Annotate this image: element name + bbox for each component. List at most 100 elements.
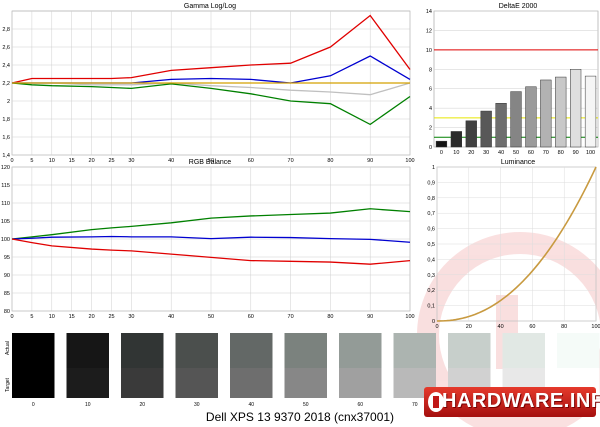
- swatch-label: 20: [139, 402, 145, 408]
- rgb-x-tick-label: 80: [327, 314, 333, 320]
- gamma-x-tick-label: 15: [69, 158, 75, 164]
- deltae-x-tick-label: 40: [498, 150, 504, 156]
- luminance-x-tick-label: 80: [561, 324, 567, 330]
- gamma-x-tick-label: 50: [208, 158, 214, 164]
- gamma-x-tick-label: 0: [10, 158, 13, 164]
- swatch-actual: [557, 333, 600, 368]
- brand-badge: HARDWARE.INFO: [424, 387, 600, 417]
- luminance-y-tick-label: 0,7: [427, 211, 435, 217]
- rgb-x-tick-label: 5: [30, 314, 33, 320]
- swatch-actual-label: Actual: [5, 341, 11, 355]
- swatch-actual: [66, 333, 109, 368]
- luminance-y-tick-label: 0,8: [427, 196, 435, 202]
- deltae-bar: [450, 131, 462, 148]
- gamma-y-tick-label: 1,6: [2, 135, 10, 141]
- gamma-x-tick-label: 30: [128, 158, 134, 164]
- brand-logo-icon: [428, 392, 444, 412]
- deltae-y-tick-label: 8: [429, 67, 432, 73]
- swatch-actual: [284, 333, 327, 368]
- rgb-x-tick-label: 70: [288, 314, 294, 320]
- rgb-x-tick-label: 100: [405, 314, 414, 320]
- deltae-bar: [584, 75, 597, 148]
- rgb-y-tick-label: 120: [1, 165, 10, 171]
- gamma-series-line-3: [11, 82, 411, 126]
- deltae-x-tick-label: 80: [558, 150, 564, 156]
- luminance-x-tick-label: 40: [498, 324, 504, 330]
- deltae-y-tick-label: 2: [429, 126, 432, 132]
- luminance-y-tick-label: 0: [432, 319, 435, 325]
- luminance-panel: Luminance 00,10,20,30,40,50,60,70,80,910…: [427, 159, 600, 330]
- rgb-y-tick-label: 105: [1, 219, 10, 225]
- deltae-x-tick-label: 50: [513, 150, 519, 156]
- deltae-x-tick-label: 90: [573, 150, 579, 156]
- deltae-bar: [495, 103, 507, 148]
- rgb-title: RGB Balance: [189, 159, 232, 166]
- rgb-series-line-1: [11, 235, 411, 243]
- gamma-y-tick-label: 1,4: [2, 153, 10, 159]
- gamma-y-tick-label: 2: [7, 99, 10, 105]
- swatch-label: 30: [194, 402, 200, 408]
- gamma-y-tick-label: 2,4: [2, 63, 10, 69]
- deltae-bar: [510, 91, 522, 148]
- rgb-x-tick-label: 30: [128, 314, 134, 320]
- swatch-label: 0: [32, 402, 35, 408]
- gamma-x-tick-label: 80: [327, 158, 333, 164]
- rgb-x-tick-label: 25: [108, 314, 114, 320]
- rgb-y-tick-label: 115: [1, 183, 10, 189]
- swatch-actual: [448, 333, 491, 368]
- luminance-y-tick-label: 0,5: [427, 242, 435, 248]
- gamma-y-tick-label: 2,8: [2, 27, 10, 33]
- swatch-actual: [339, 333, 382, 368]
- gamma-x-tick-label: 70: [288, 158, 294, 164]
- swatch-label: 10: [85, 402, 91, 408]
- rgb-x-tick-label: 10: [49, 314, 55, 320]
- rgb-x-tick-label: 50: [208, 314, 214, 320]
- swatch-target-label: Target: [5, 377, 11, 392]
- luminance-y-tick-label: 0,9: [427, 180, 435, 186]
- gamma-x-tick-label: 60: [248, 158, 254, 164]
- swatch-actual: [175, 333, 218, 368]
- swatch-label: 40: [248, 402, 254, 408]
- deltae-bar: [570, 69, 582, 148]
- swatch-target: [121, 368, 164, 398]
- luminance-y-tick-label: 0,1: [427, 304, 435, 310]
- grayscale-swatches: Actual Target 0 10 20 30 40 50 60 70: [5, 333, 600, 408]
- swatch-label: 60: [357, 402, 363, 408]
- luminance-curve-0: [436, 166, 597, 322]
- luminance-y-tick-label: 0,2: [427, 288, 435, 294]
- rgb-x-tick-label: 20: [89, 314, 95, 320]
- rgb-y-tick-label: 90: [4, 273, 10, 279]
- deltae-x-tick-label: 60: [528, 150, 534, 156]
- swatch-label: 70: [412, 402, 418, 408]
- rgb-y-tick-label: 80: [4, 309, 10, 315]
- luminance-y-tick-label: 0,4: [427, 257, 435, 263]
- rgb-series-line-0: [11, 208, 411, 240]
- deltae-bar: [435, 140, 448, 148]
- gamma-x-tick-label: 90: [367, 158, 373, 164]
- deltae-x-tick-label: 100: [586, 150, 595, 156]
- luminance-y-tick-label: 0,3: [427, 273, 435, 279]
- gamma-y-tick-label: 2,6: [2, 45, 10, 51]
- swatch-actual: [12, 333, 55, 368]
- deltae-bar: [555, 76, 567, 148]
- luminance-x-tick-label: 100: [591, 324, 600, 330]
- swatch-target: [339, 368, 382, 398]
- swatch-target: [284, 368, 327, 398]
- rgb-x-tick-label: 40: [168, 314, 174, 320]
- rgb-y-tick-label: 100: [1, 237, 10, 243]
- deltae-panel: DeltaE 2000 0 2 4 6 8 10 12 14 0 10 20 30 40 50 60 70 80…: [426, 3, 599, 156]
- footer-caption: Dell XPS 13 9370 2018 (cnx37001): [206, 410, 394, 424]
- deltae-y-tick-label: 6: [429, 87, 432, 93]
- gamma-panel: Gamma Log/Log 1,4 1,6 1,8 2 2,2 2,4 2,6 2,8 0 5 10…: [2, 3, 414, 164]
- gamma-x-tick-label: 20: [89, 158, 95, 164]
- luminance-title: Luminance: [501, 159, 535, 166]
- rgb-y-tick-label: 95: [4, 255, 10, 261]
- deltae-y-tick-label: 12: [426, 28, 432, 34]
- swatch-actual: [393, 333, 436, 368]
- swatch-target: [66, 368, 109, 398]
- rgb-x-tick-label: 90: [367, 314, 373, 320]
- rgb-x-tick-label: 15: [69, 314, 75, 320]
- gamma-title: Gamma Log/Log: [184, 3, 236, 10]
